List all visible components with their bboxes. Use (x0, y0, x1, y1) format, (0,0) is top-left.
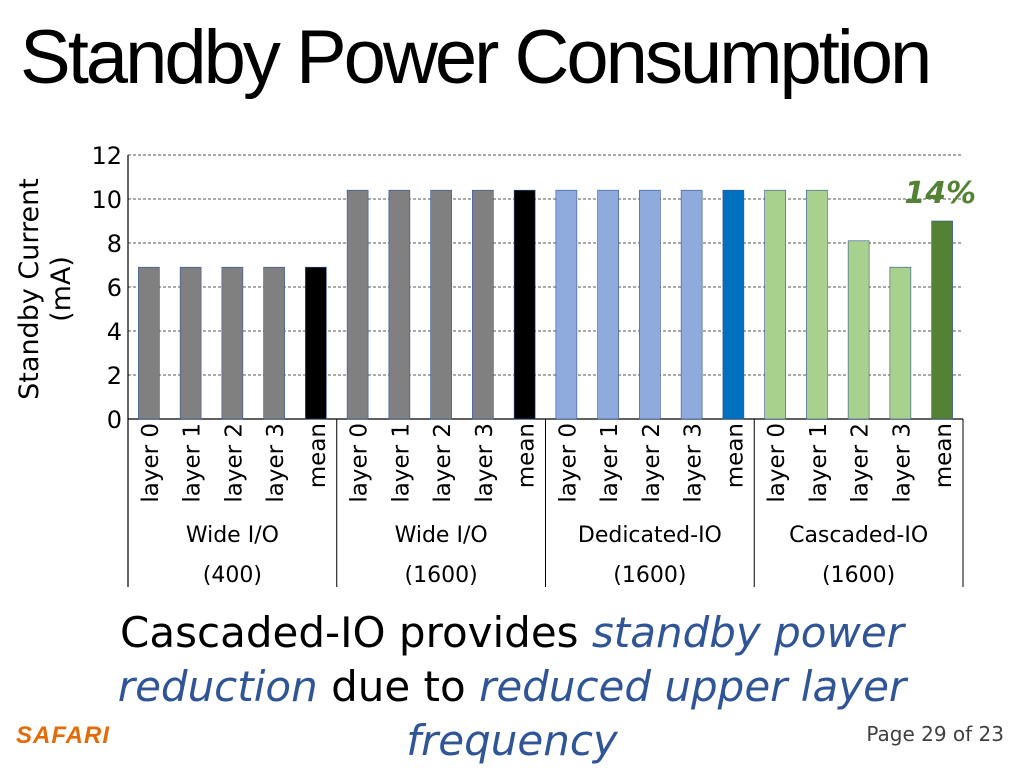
bar (931, 220, 953, 420)
x-tick-label: mean (931, 423, 957, 488)
x-tick-label: layer 2 (639, 423, 665, 503)
bar (555, 189, 578, 420)
safari-logo: SAFARI (16, 722, 111, 749)
x-tick-label: layer 1 (388, 423, 414, 503)
group-label-line-2: (400) (203, 563, 262, 588)
caption-text-2: due to (317, 662, 480, 711)
x-tick-label: mean (722, 423, 748, 488)
caption-highlight-3: reduced upper layer (479, 662, 907, 711)
x-tick-label: layer 1 (806, 423, 832, 503)
y-tick-label: 8 (107, 230, 122, 258)
x-tick-label: layer 0 (555, 423, 581, 503)
group-label-line-2: (1600) (613, 563, 686, 588)
x-tick-label: layer 3 (681, 423, 707, 503)
group-label-line-2: (1600) (405, 563, 478, 588)
x-tick-label: layer 0 (764, 423, 790, 503)
x-tick-label: layer 3 (889, 423, 915, 503)
bar (346, 189, 369, 420)
y-tick-label: 4 (107, 318, 122, 346)
bar (680, 189, 703, 420)
y-tick-label: 6 (107, 274, 122, 302)
bar-chart: 0 2 4 6 8 10 12 layer 0 layer 1 layer 2 layer 3 mea… (91, 142, 976, 588)
group-label-line-1: Wide I/O (395, 523, 488, 548)
bar (221, 266, 244, 420)
x-tick-label: layer 2 (430, 423, 456, 503)
bar (639, 189, 661, 420)
page-number: Page 29 of 23 (866, 722, 1004, 746)
bar (889, 266, 912, 420)
slide-title: Standby Power Consumption (20, 15, 932, 100)
bar (430, 189, 452, 420)
caption-text-1: Cascaded-IO provides (120, 608, 592, 657)
bar (847, 240, 870, 420)
x-tick-label: layer 1 (180, 423, 206, 503)
bar (388, 189, 411, 420)
group-label-line-2: (1600) (822, 563, 895, 588)
y-tick-label: 12 (91, 142, 122, 170)
bar (263, 266, 285, 420)
x-tick-label: layer 0 (347, 423, 373, 503)
bar (722, 189, 745, 420)
bar (305, 266, 327, 420)
x-tick-label: mean (514, 423, 540, 488)
group-label-line-1: Cascaded-IO (789, 523, 928, 548)
slide-caption: Cascaded-IO provides standby power reduc… (0, 606, 1024, 768)
x-tick-label: layer 0 (138, 423, 164, 503)
bar (179, 266, 202, 420)
x-tick-label: layer 3 (472, 423, 498, 503)
bar (513, 189, 536, 420)
x-tick-label: layer 2 (221, 423, 247, 503)
group-label-line-1: Dedicated-IO (578, 523, 722, 548)
bar (597, 189, 619, 420)
x-tick-label: layer 2 (848, 423, 874, 503)
y-tick-label: 10 (91, 186, 122, 214)
x-tick-label: layer 1 (597, 423, 623, 503)
y-tick-label: 2 (107, 362, 122, 390)
bar (764, 189, 786, 420)
bar (138, 266, 160, 420)
bar (472, 189, 494, 420)
annotation-label: 14% (904, 176, 976, 211)
x-tick-label: layer 3 (263, 423, 289, 503)
x-tick-label: mean (305, 423, 331, 488)
caption-highlight-2: reduction (117, 662, 318, 711)
caption-highlight-4: frequency (406, 716, 618, 765)
bar (806, 189, 828, 420)
group-label-line-1: Wide I/O (186, 523, 279, 548)
caption-highlight-1: standby power (591, 608, 904, 657)
y-tick-label: 0 (107, 406, 122, 434)
